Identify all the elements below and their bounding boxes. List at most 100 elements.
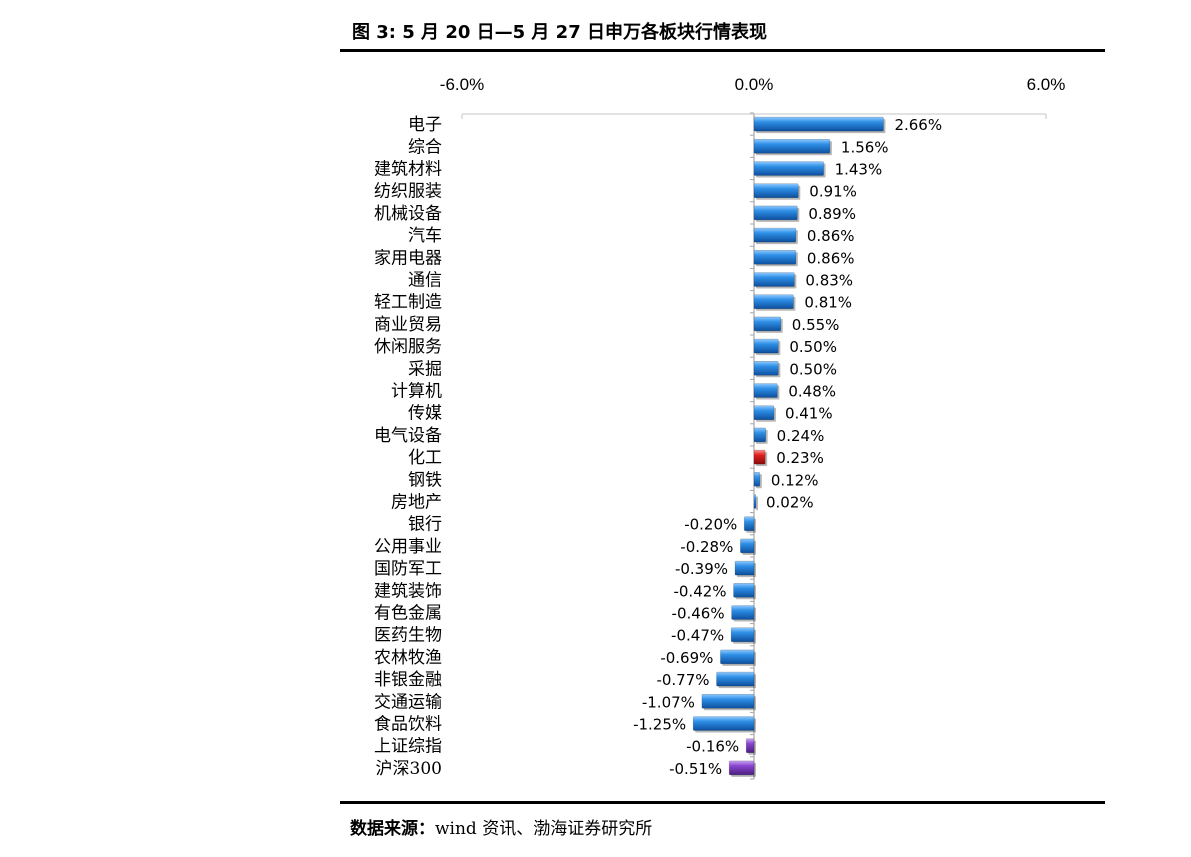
bar [753,116,884,132]
bar [753,227,797,243]
data-label: 0.50% [789,360,837,378]
data-label: 0.24% [777,427,825,445]
category-label: 家用电器 [374,248,442,268]
bar [753,471,761,487]
category-label: 建筑装饰 [374,581,442,601]
source-text: wind 资讯、渤海证券研究所 [435,819,653,839]
data-label: 0.86% [807,249,855,267]
x-tick-label: 0.0% [735,75,774,94]
data-label: 0.41% [785,405,833,423]
bar [731,605,755,620]
bottom-rule [340,801,1105,804]
data-label: -0.51% [669,760,722,778]
data-label: -0.42% [673,582,726,600]
bar [753,294,794,310]
data-label: -1.25% [633,716,686,734]
category-label: 采掘 [408,359,442,379]
category-label: 综合 [408,137,442,157]
category-label: 交通运输 [374,692,442,712]
data-label: -0.28% [680,538,733,556]
x-tick-label: -6.0% [440,75,484,94]
data-label: 0.91% [809,183,857,201]
category-label: 有色金属 [374,604,442,624]
data-label: -0.20% [684,516,737,534]
data-label: 0.48% [788,383,836,401]
category-label: 银行 [408,515,442,535]
bar [728,760,755,776]
bar [730,627,755,643]
bar [753,205,798,221]
bar [740,538,755,554]
bar [733,582,755,598]
chart-title: 图 3: 5 月 20 日—5 月 27 日申万各板块行情表现 [352,22,768,43]
category-label: 通信 [408,271,442,291]
category-label: 汽车 [408,226,442,246]
data-label: -0.46% [672,605,725,623]
data-label: 0.86% [807,227,855,245]
bar [720,649,755,665]
bar [753,183,799,198]
data-label: 0.55% [792,316,840,334]
bar [753,405,775,421]
bar [753,360,779,376]
category-label: 非银金融 [374,670,442,690]
data-label: 0.23% [776,449,824,467]
data-label: 2.66% [894,116,942,134]
category-label: 化工 [408,448,442,468]
bar [745,738,755,754]
bar [701,693,755,709]
source-line: 数据来源：wind 资讯、渤海证券研究所 [350,814,652,839]
data-label: -1.07% [642,693,695,711]
bar [753,250,797,265]
category-label: 轻工制造 [374,293,442,313]
bar [753,383,778,398]
bar [716,671,755,687]
category-label: 休闲服务 [374,337,442,357]
bar [753,316,782,332]
bar [753,494,757,509]
category-label: 钢铁 [408,470,442,490]
data-label: 0.81% [804,294,852,312]
x-tick-label: 6.0% [1027,75,1066,94]
data-label: -0.16% [686,738,739,756]
bar [753,139,831,154]
category-label: 计算机 [391,382,442,402]
category-label: 上证综指 [374,737,442,757]
data-label: 0.50% [789,338,837,356]
top-rule [340,49,1105,52]
data-label: 0.89% [808,205,856,223]
bar [692,716,755,731]
data-label: 0.02% [766,494,814,512]
bar-shadow [756,496,758,511]
category-label: 房地产 [391,493,442,513]
category-label: 沪深300 [376,759,442,779]
category-label: 医药生物 [374,626,442,646]
category-label: 传媒 [408,404,442,424]
data-label: -0.47% [671,627,724,645]
category-label: 公用事业 [374,537,442,557]
source-label: 数据来源： [350,819,435,839]
bar [743,516,755,532]
bar [753,272,795,287]
data-label: -0.69% [660,649,713,667]
data-label: -0.77% [656,671,709,689]
bar [753,449,766,465]
category-label: 建筑材料 [374,160,442,180]
category-label: 商业贸易 [374,315,442,335]
category-label: 电气设备 [374,426,442,446]
data-label: 0.12% [771,471,819,489]
bar [753,161,824,176]
category-label: 机械设备 [374,204,442,224]
category-label: 食品饮料 [374,715,442,735]
category-label: 电子 [408,115,442,135]
bar-chart: -6.0% 0.0% 6.0% 电子 2.66% 综合 1.56% 建筑材料 1.43% 纺织服… [374,75,1066,780]
data-label: 1.56% [841,138,889,156]
data-label: 0.83% [805,272,853,290]
bar [753,338,779,354]
data-label: -0.39% [675,560,728,578]
category-label: 农林牧渔 [374,648,442,668]
category-label: 国防军工 [374,559,442,579]
data-label: 1.43% [835,161,883,179]
category-label: 纺织服装 [374,182,442,202]
bar [734,560,755,576]
